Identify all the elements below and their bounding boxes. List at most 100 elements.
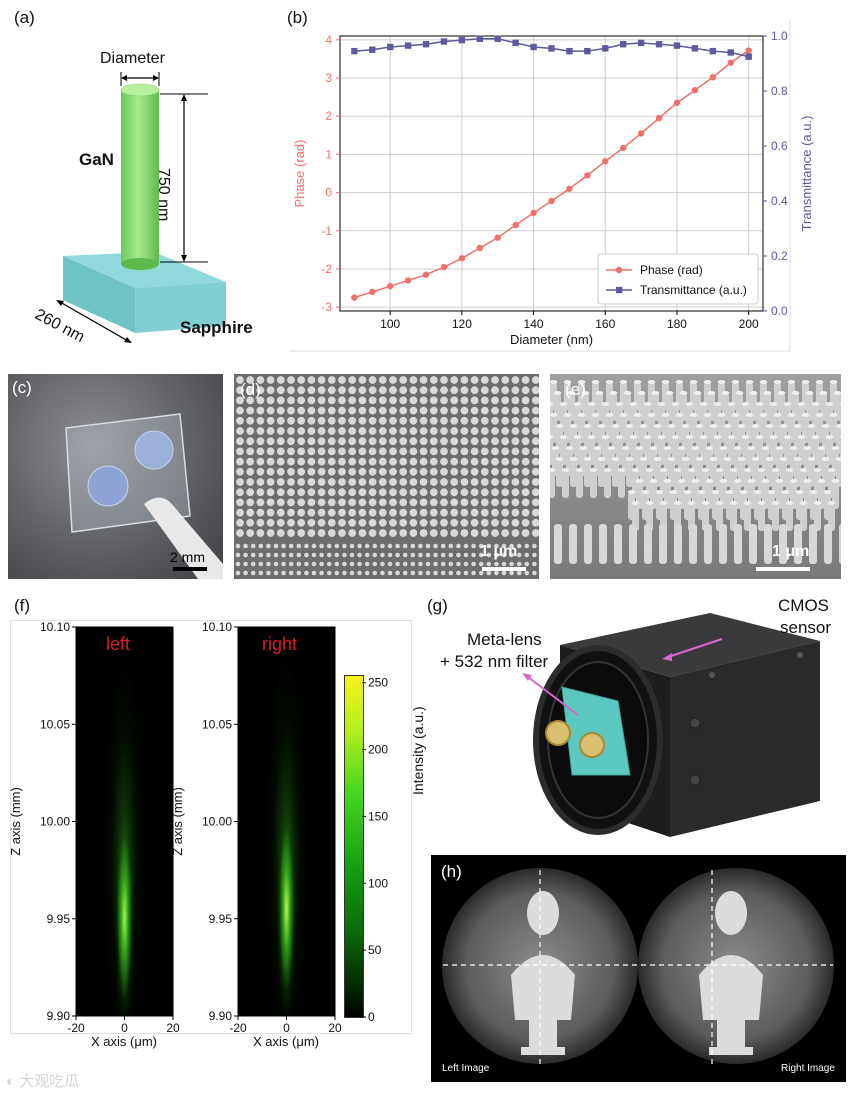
sem-tilted-pillar <box>590 470 597 498</box>
sem-pillar-small <box>486 552 492 558</box>
sem-tilted-pillar-top <box>703 413 712 417</box>
sem-pillar <box>501 406 510 415</box>
sem-pillar <box>297 416 306 425</box>
focus-y-tick-label: 9.90 <box>47 1009 71 1023</box>
sem-pillar <box>338 447 346 456</box>
focus-panel-frame <box>10 620 412 1034</box>
sem-tilted-pillar-top <box>677 479 686 483</box>
sem-pillar <box>531 488 539 497</box>
sem-pillar <box>429 386 438 395</box>
sem-tilted-pillar-top <box>737 424 746 428</box>
sem-pillar <box>256 437 265 446</box>
sem-tilted-pillar-top <box>733 479 742 483</box>
sem-tilted-pillar-top <box>769 402 778 406</box>
sem-pillar <box>470 376 479 384</box>
sem-pillar <box>287 437 295 446</box>
sem-tilted-pillar-top <box>731 413 740 417</box>
sem-tilted-pillar <box>556 459 563 487</box>
sem-pillar <box>491 478 499 486</box>
sem-pillar <box>521 427 530 435</box>
sem-pillar <box>440 376 448 384</box>
sem-pillar-small <box>273 561 279 567</box>
sem-pillar <box>531 529 539 537</box>
sem-pillar-small <box>349 552 355 558</box>
sem-pillar <box>531 406 539 415</box>
sem-pillar-small <box>380 570 385 576</box>
sem-pillar <box>266 508 275 517</box>
sem-pillar <box>338 498 346 507</box>
sem-pillar-small <box>311 543 317 549</box>
right-image-caption: Right Image <box>781 1063 835 1074</box>
sem-pillar <box>358 416 367 425</box>
sem-pillar <box>327 447 336 456</box>
sem-pillar <box>409 386 418 395</box>
sem-pillar <box>378 386 387 395</box>
sem-pillar <box>480 386 489 395</box>
sem-pillar <box>501 498 510 507</box>
panel-label-e: (e) <box>565 380 586 399</box>
sem-pillar <box>521 508 530 517</box>
series-0-point <box>602 158 609 165</box>
sem-tilted-pillar-top <box>737 457 746 461</box>
sem-pillar <box>307 447 316 456</box>
sem-pillar-small <box>258 552 264 558</box>
sem-pillar-small <box>516 561 522 567</box>
sem-pillar <box>440 437 448 446</box>
sem-tilted-pillar-top <box>607 446 616 450</box>
sem-pillar <box>327 518 336 527</box>
sem-pillar <box>266 386 275 395</box>
sem-pillar <box>389 529 397 537</box>
sem-pillar-small <box>501 561 507 567</box>
sem-tilted-pillar-top <box>687 468 696 472</box>
sem-tilted-pillar <box>786 503 793 531</box>
sem-pillar-small <box>486 570 492 576</box>
sem-pillar <box>287 478 295 486</box>
sem-pillar <box>266 376 275 384</box>
sem-tilted-pillar-front <box>704 524 712 564</box>
sem-pillar <box>307 457 316 466</box>
sem-tilted-pillar-top <box>555 457 564 461</box>
sem-pillar <box>389 508 397 517</box>
sem-pillar <box>236 416 244 425</box>
sem-tilted-pillar-top <box>715 501 724 505</box>
x-tick-label: 120 <box>452 317 472 331</box>
sem-tilted-pillar-top <box>583 424 592 428</box>
panel-label-g: (g) <box>427 596 448 615</box>
series-1-point <box>512 39 519 47</box>
sem-tilted-pillar-top <box>689 413 698 417</box>
sem-pillar <box>297 529 306 537</box>
sem-pillar <box>460 518 469 527</box>
sem-pillar <box>399 427 408 435</box>
sem-tilted-pillar <box>716 503 723 531</box>
sem-tilted-pillar-top <box>631 501 640 505</box>
sem-pillar <box>419 427 428 435</box>
sem-tilted-pillar-top <box>719 446 728 450</box>
sem-pillar-small <box>288 552 294 558</box>
sem-pillar-small <box>448 552 454 558</box>
sem-pillar <box>256 498 265 507</box>
chart-frame <box>290 20 791 352</box>
sem-tilted-pillar <box>626 459 633 487</box>
sem-tilted-pillar-top <box>825 435 834 439</box>
colorbar-ticks: 250 200 150 100 50 0 <box>362 676 388 1024</box>
sem-pillar <box>256 427 265 435</box>
sem-pillar <box>531 518 539 527</box>
sem-tilted-pillar <box>612 459 619 487</box>
sem-pillar <box>480 437 489 446</box>
focus-x-tick-label: -20 <box>229 1021 247 1035</box>
sem-pillar-small <box>486 561 492 567</box>
scalebar-e-label: 1 μm <box>772 543 810 560</box>
sem-pillar <box>287 396 295 405</box>
y-axis-label: Phase (rad) <box>292 140 307 208</box>
sem-pillar <box>491 508 499 517</box>
sem-pillar <box>429 478 438 486</box>
sem-pillar <box>348 427 357 435</box>
sem-pillar-small <box>516 543 522 549</box>
sem-tilted-pillar-top <box>789 479 798 483</box>
sem-tilted-pillar-top <box>827 468 836 472</box>
sem-pillar <box>501 386 510 395</box>
series-0-point <box>458 255 466 262</box>
sem-pillar <box>236 406 244 415</box>
sem-pillar <box>450 396 459 405</box>
sem-pillar <box>317 529 326 537</box>
